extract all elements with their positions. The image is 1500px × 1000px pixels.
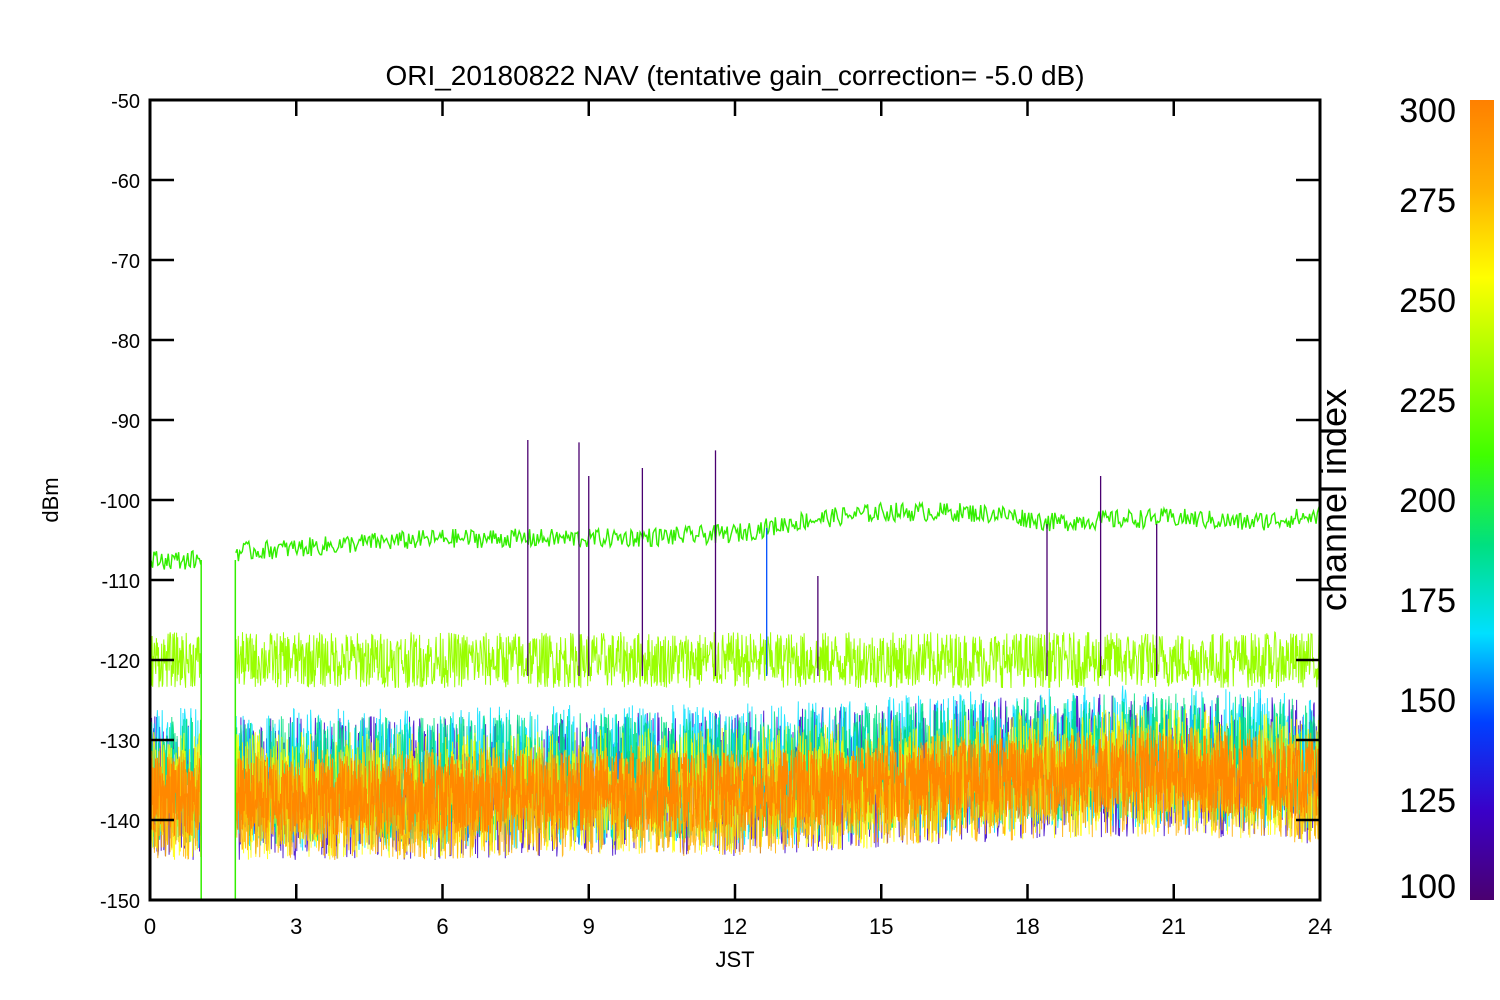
y-axis-label: dBm: [38, 477, 63, 522]
x-tick-label: 21: [1162, 914, 1186, 939]
y-tick-label: -120: [100, 651, 140, 673]
colorbar-tick-label: 200: [1399, 482, 1456, 520]
x-tick-label: 24: [1308, 914, 1332, 939]
x-tick-label: 0: [144, 914, 156, 939]
x-axis-label: JST: [715, 947, 754, 972]
x-tick-label: 6: [436, 914, 448, 939]
colorbar-tick-label: 300: [1399, 92, 1456, 130]
colorbar-tick-label: 275: [1399, 182, 1456, 220]
y-tick-label: -150: [100, 891, 140, 913]
x-tick-label: 12: [723, 914, 747, 939]
y-tick-label: -80: [111, 331, 140, 353]
y-tick-label: -130: [100, 731, 140, 753]
y-tick-label: -140: [100, 811, 140, 833]
x-tick-label: 9: [583, 914, 595, 939]
chart-title: ORI_20180822 NAV (tentative gain_correct…: [385, 60, 1084, 91]
y-tick-label: -60: [111, 171, 140, 193]
colorbar-ticks: 300 275 250 225 200 175 150 125 100: [1399, 92, 1456, 906]
x-tick-label: 18: [1015, 914, 1039, 939]
y-tick-label: -90: [111, 411, 140, 433]
colorbar-tick-label: 100: [1399, 868, 1456, 906]
colorbar-tick-label: 225: [1399, 382, 1456, 420]
axes: 0 3 6 9 12 15 18 21 24 -50 -60 -70 -80 -90 -100 -110 -12…: [100, 91, 1332, 939]
y-tick-label: -50: [111, 91, 140, 113]
y-tick-label: -110: [101, 571, 140, 593]
series-line-260: [150, 630, 1320, 689]
y-tick-label: -70: [111, 251, 140, 273]
x-tick-label: 15: [869, 914, 893, 939]
colorbar-tick-label: 150: [1399, 682, 1456, 720]
y-tick-label: -100: [100, 491, 140, 513]
series-line-240: [150, 501, 1320, 570]
colorbar: [1470, 100, 1494, 900]
colorbar-tick-label: 250: [1399, 282, 1456, 320]
colorbar-tick-label: 125: [1399, 782, 1456, 820]
colorbar-label: channel index: [1313, 389, 1354, 611]
series-line-295: [150, 732, 1320, 837]
x-tick-label: 3: [290, 914, 302, 939]
colorbar-tick-label: 175: [1399, 582, 1456, 620]
plot-area: [150, 440, 1320, 900]
